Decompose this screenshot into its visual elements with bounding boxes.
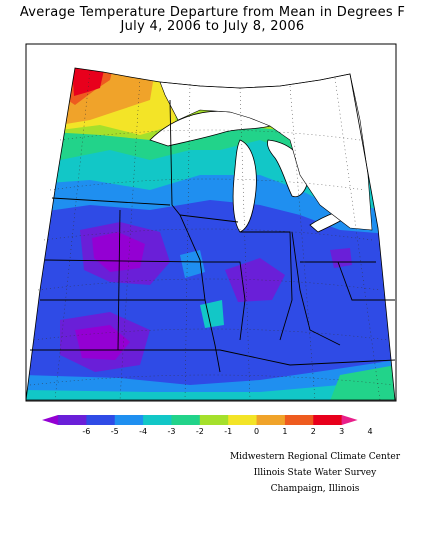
state-boundaries <box>30 99 396 373</box>
legend-swatch <box>114 415 144 425</box>
legend-tick-label: 0 <box>254 427 259 436</box>
legend-swatch <box>143 415 172 425</box>
credit-mrcc: Midwestern Regional Climate Center <box>229 452 401 462</box>
legend-swatch <box>199 415 229 425</box>
legend-tick-label: -5 <box>111 427 119 436</box>
date-range: July 4, 2006 to July 8, 2006 <box>120 19 305 34</box>
legend-tick-label: -3 <box>167 427 175 436</box>
legend-tick-label: -1 <box>224 427 232 436</box>
legend-tick-label: 3 <box>339 427 344 436</box>
legend-arrow-low <box>42 415 58 425</box>
legend-tick-label: 1 <box>282 427 287 436</box>
legend-tick-label: 2 <box>311 427 316 436</box>
credit-isws: Illinois State Water Survey <box>253 468 377 478</box>
color-legend: -6 -5 -4 -3 -2 -1 0 1 2 3 4 <box>42 415 373 436</box>
legend-swatch <box>86 415 116 425</box>
legend-swatch <box>228 415 258 425</box>
credit-location: Champaign, Illinois <box>270 484 360 494</box>
graticule <box>29 69 395 401</box>
legend-tick-label: -6 <box>82 427 90 436</box>
legend-swatch <box>284 415 314 425</box>
legend-swatch <box>256 415 286 425</box>
legend-tick-label: -2 <box>196 427 204 436</box>
region-outline <box>25 67 396 401</box>
legend-swatch <box>58 415 87 425</box>
legend-swatch <box>171 415 201 425</box>
map-title: Average Temperature Departure from Mean … <box>19 5 406 20</box>
legend-arrow-high <box>341 415 358 425</box>
legend-tick-label: -4 <box>139 427 147 436</box>
legend-tick-label: 4 <box>367 427 372 436</box>
legend-swatch <box>313 415 343 425</box>
